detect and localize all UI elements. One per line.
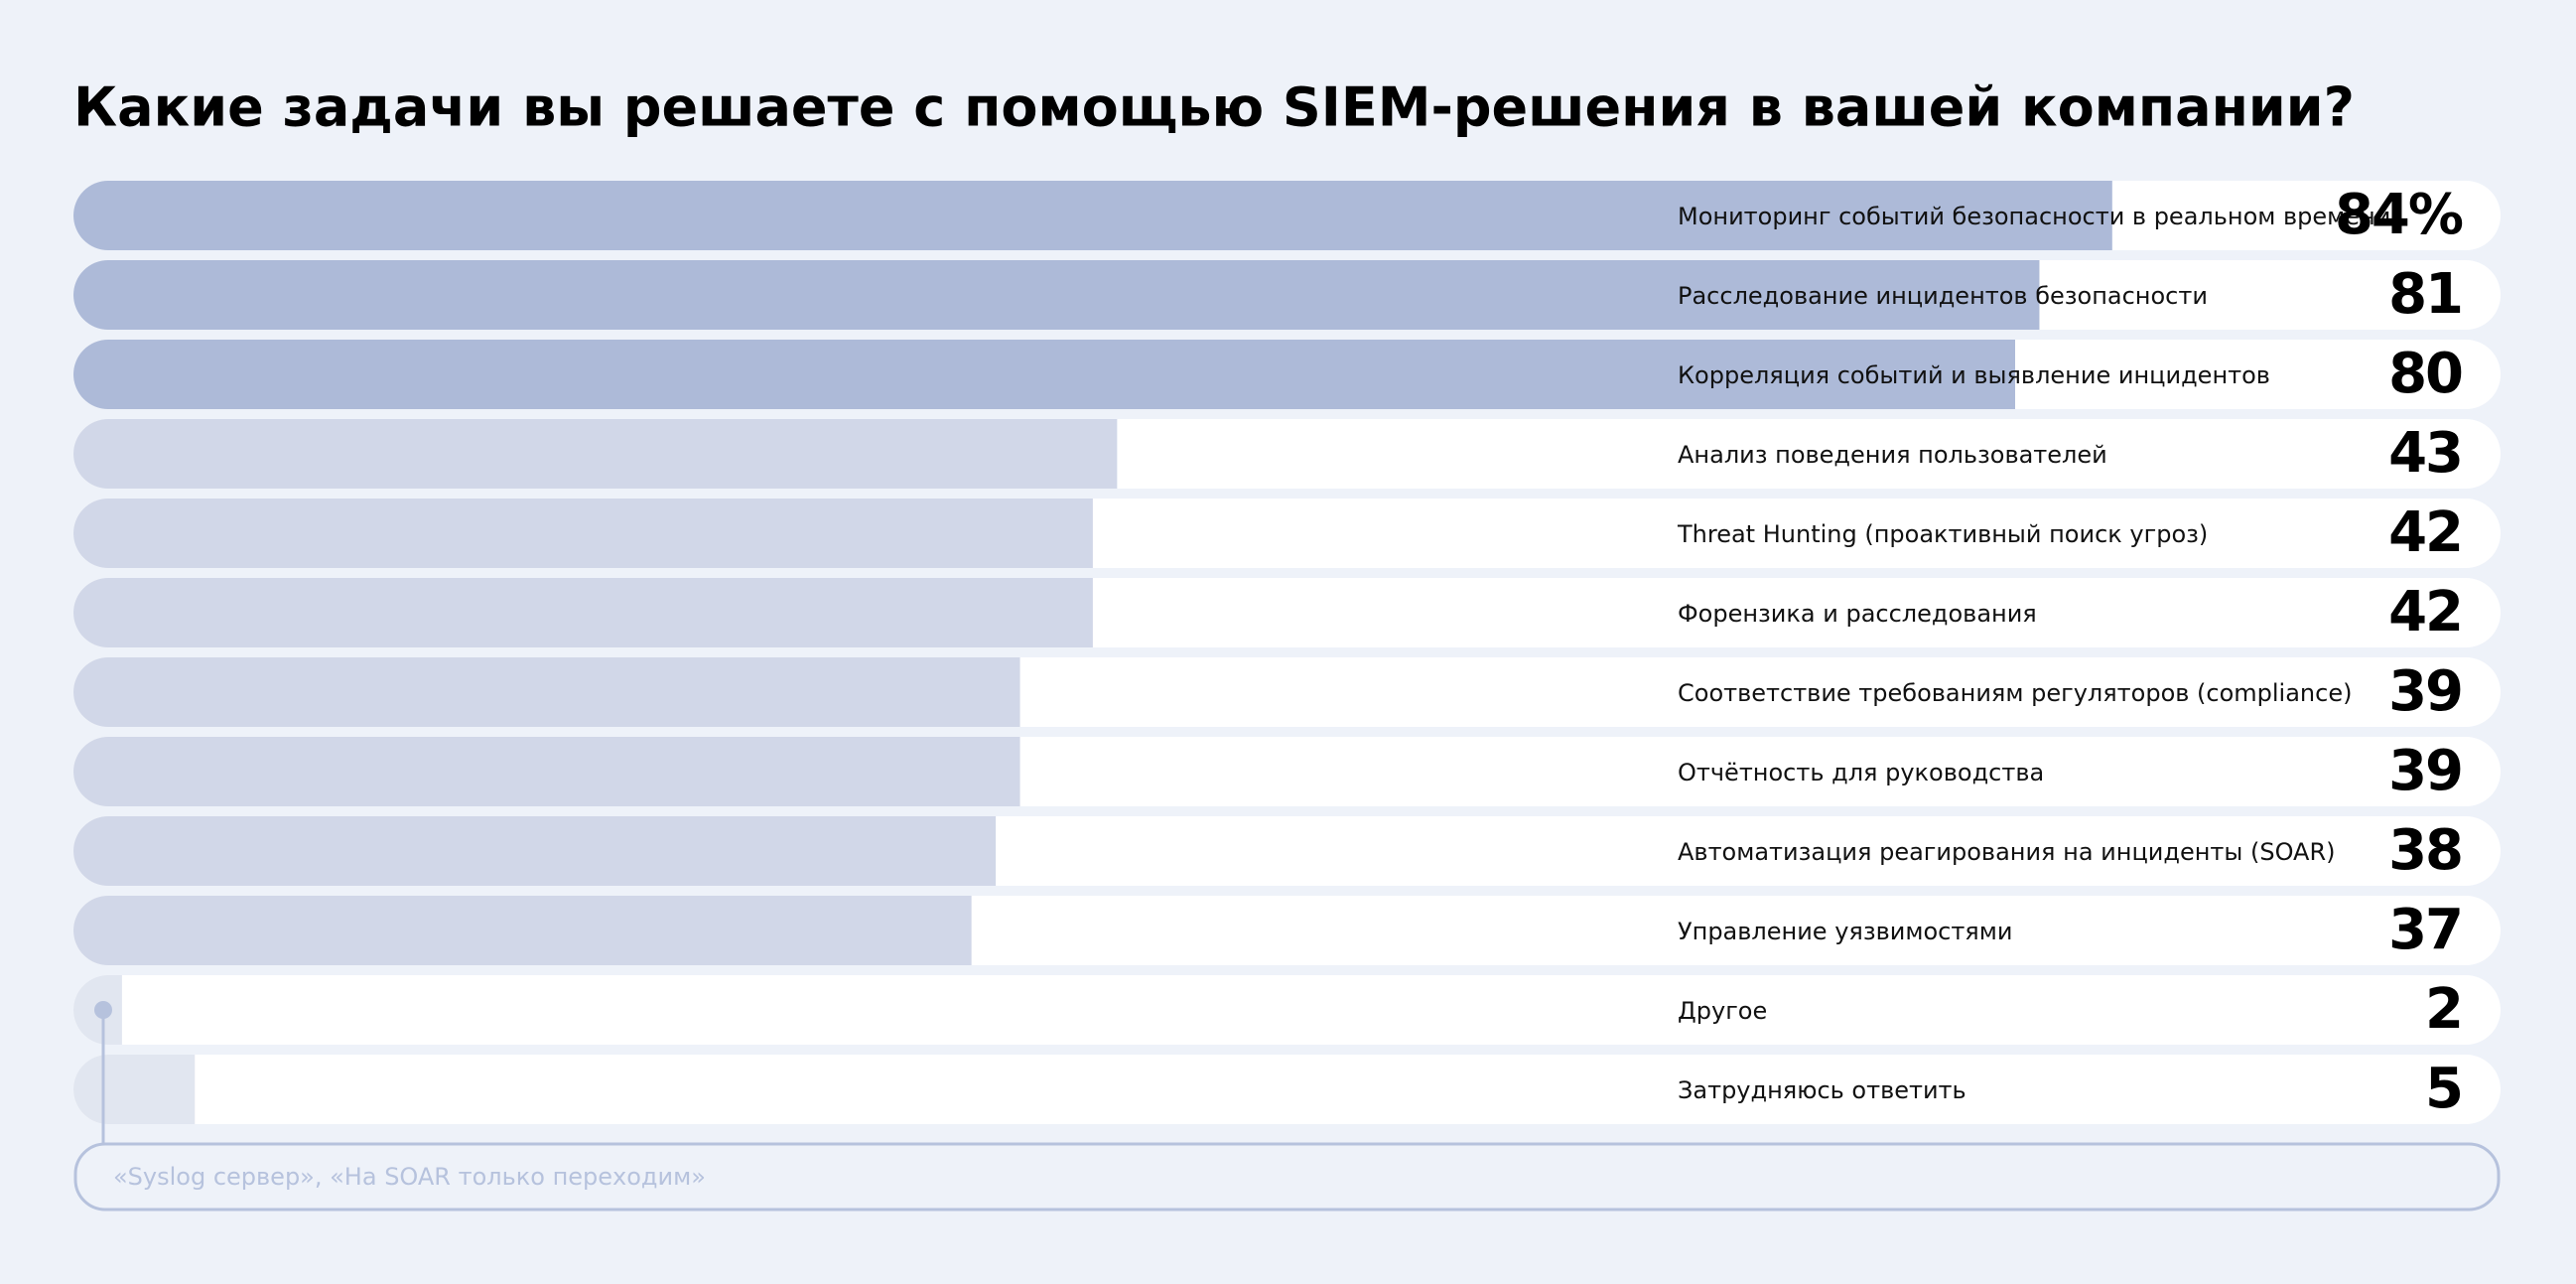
category-label: Анализ поведения пользователей <box>1678 441 2107 469</box>
bar <box>73 260 2040 330</box>
bar <box>73 1055 196 1124</box>
value-label: 2 <box>2425 977 2462 1042</box>
bar <box>73 340 2015 409</box>
category-label: Затрудняюсь ответить <box>1678 1076 1966 1104</box>
row-background <box>73 975 2501 1045</box>
category-label: Автоматизация реагирования на инциденты … <box>1678 838 2336 866</box>
category-label: Расследование инцидентов безопасности <box>1678 282 2208 310</box>
value-label: 38 <box>2388 818 2462 883</box>
category-label: Форензика и расследования <box>1678 600 2037 628</box>
category-label: Соответствие требованиям регуляторов (co… <box>1678 679 2352 707</box>
annotation-box <box>73 1142 2501 1212</box>
category-label: Управление уязвимостями <box>1678 918 2012 945</box>
value-label: 42 <box>2388 580 2462 644</box>
value-label: 39 <box>2388 659 2462 724</box>
category-label: Threat Hunting (проактивный поиск угроз) <box>1677 520 2208 548</box>
bar <box>73 816 997 886</box>
category-label: Корреляция событий и выявление инциденто… <box>1678 361 2270 389</box>
bar <box>73 181 2112 250</box>
category-label: Отчётность для руководства <box>1678 759 2044 786</box>
value-label: 37 <box>2388 898 2462 962</box>
bar <box>73 578 1093 647</box>
value-label: 42 <box>2388 500 2462 565</box>
value-label: 81 <box>2388 262 2462 327</box>
bar <box>73 657 1020 727</box>
bar <box>73 896 972 965</box>
bar <box>73 737 1020 806</box>
value-label: 80 <box>2388 342 2462 406</box>
value-label: 84% <box>2335 183 2463 247</box>
chart-title: Какие задачи вы решаете с помощью SIEM-р… <box>73 76 2355 139</box>
bar <box>73 419 1118 489</box>
value-label: 43 <box>2388 421 2462 486</box>
value-label: 39 <box>2388 739 2462 803</box>
value-label: 5 <box>2425 1057 2462 1121</box>
category-label: Другое <box>1678 997 1767 1025</box>
connector-dot <box>94 1001 112 1019</box>
row-background <box>73 1055 2501 1124</box>
annotation: «Syslog сервер», «На SOAR только переход… <box>113 1163 706 1191</box>
category-label: Мониторинг событий безопасности в реальн… <box>1678 203 2390 230</box>
bar <box>73 499 1093 568</box>
